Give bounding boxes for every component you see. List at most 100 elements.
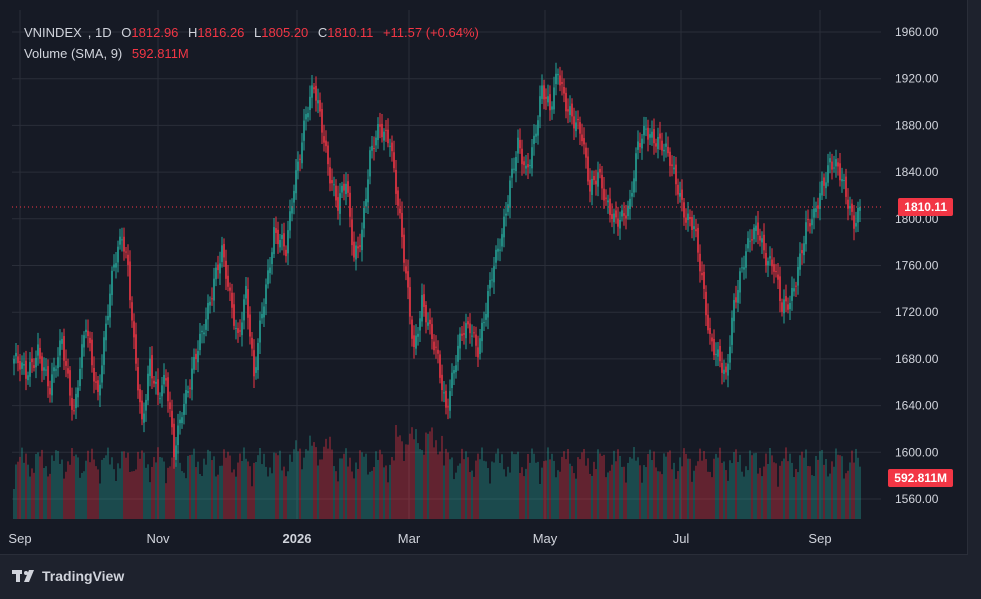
volume-bar — [419, 449, 421, 519]
volume-tag: 592.811M — [888, 469, 953, 487]
candle-body — [155, 382, 157, 384]
candle-body — [601, 174, 603, 189]
candle-body — [323, 136, 325, 143]
candle-body — [659, 133, 661, 139]
candle-body — [807, 219, 809, 221]
volume-bar — [437, 454, 439, 519]
volume-bar — [301, 469, 303, 519]
candle-body — [229, 287, 231, 291]
volume-bar — [19, 456, 21, 519]
volume-bar — [701, 460, 703, 519]
tradingview-brand[interactable]: TradingView — [12, 568, 124, 584]
volume-bar — [667, 452, 669, 519]
candle-body — [315, 85, 317, 101]
candle-body — [75, 393, 77, 409]
volume-bar — [309, 435, 311, 519]
candle-body — [489, 279, 491, 289]
candle-body — [127, 254, 129, 265]
candle-body — [753, 227, 755, 240]
volume-bar — [153, 457, 155, 519]
candle-body — [695, 229, 697, 232]
volume-bar — [295, 440, 297, 519]
candle-body — [791, 287, 793, 301]
volume-bar — [703, 451, 705, 519]
candle-body — [297, 161, 299, 171]
candle-body — [735, 297, 737, 303]
candle-body — [279, 240, 281, 248]
volume-label[interactable]: Volume (SMA, 9) — [24, 46, 123, 61]
candle-body — [441, 374, 443, 391]
volume-bar — [715, 453, 717, 519]
candle-body — [471, 335, 473, 337]
candle-body — [803, 243, 805, 256]
brand-name: TradingView — [42, 568, 125, 584]
candle-body — [283, 233, 285, 247]
candle-body — [563, 86, 565, 94]
candle-body — [705, 291, 707, 316]
volume-bar — [849, 462, 851, 519]
candle-body — [337, 197, 339, 211]
volume-bar — [231, 472, 233, 519]
chart-pane[interactable]: 1960.00 1920.00 1880.00 1840.00 1800.00 1760.… — [0, 0, 968, 555]
volume-bar — [33, 472, 35, 519]
candle-body — [627, 205, 629, 217]
candle-body — [157, 379, 159, 396]
candle-body — [619, 219, 621, 229]
candle-body — [747, 238, 749, 249]
volume-bar — [609, 470, 611, 519]
candle-body — [403, 234, 405, 263]
volume-bar — [607, 472, 609, 519]
candle-body — [741, 267, 743, 269]
candle-body — [177, 425, 179, 446]
candlestick-chart[interactable]: 1960.001920.001880.001840.001800.001760.… — [0, 0, 968, 555]
volume-bar — [359, 450, 361, 519]
volume-bar — [227, 451, 229, 519]
candle-body — [433, 341, 435, 351]
volume-bar — [599, 453, 601, 519]
volume-bar — [199, 474, 201, 519]
candle-body — [731, 317, 733, 345]
candle-body — [123, 236, 125, 252]
candle-body — [765, 252, 767, 266]
volume-legend: Volume (SMA, 9) 592.811M — [24, 46, 195, 61]
candle-body — [361, 229, 363, 251]
volume-bar — [261, 464, 263, 519]
candle-body — [359, 245, 361, 247]
candle-body — [73, 410, 75, 412]
candle-body — [363, 207, 365, 229]
volume-bar — [397, 436, 399, 519]
volume-bar — [481, 447, 483, 519]
x-tick-label: Mar — [398, 531, 421, 546]
volume-bar — [687, 458, 689, 519]
volume-bar — [235, 476, 237, 519]
volume-bar — [165, 483, 167, 519]
volume-bar — [423, 454, 425, 519]
volume-bar — [843, 478, 845, 519]
candle-body — [831, 161, 833, 170]
volume-bar — [65, 471, 67, 519]
volume-bar — [319, 459, 321, 519]
volume-bar — [847, 470, 849, 519]
candle-body — [719, 345, 721, 362]
volume-bar — [335, 471, 337, 519]
candle-body — [103, 337, 105, 365]
volume-bar — [21, 447, 23, 519]
volume-bar — [245, 458, 247, 519]
volume-bar — [633, 447, 635, 519]
candle-body — [381, 123, 383, 138]
candle-body — [259, 320, 261, 343]
volume-bar — [685, 453, 687, 519]
symbol-interval[interactable]: VNINDEX, 1D — [24, 25, 112, 40]
volume-bar — [479, 459, 481, 519]
candle-body — [71, 397, 73, 410]
candle-body — [49, 388, 51, 395]
volume-bar — [219, 465, 221, 519]
candle-body — [839, 163, 841, 181]
volume-bar — [639, 465, 641, 519]
volume-bar — [143, 452, 145, 519]
last-price-tag: 1810.11 — [898, 198, 953, 216]
volume-bar — [499, 462, 501, 519]
candle-body — [845, 176, 847, 197]
candle-body — [475, 334, 477, 346]
volume-bar — [223, 449, 225, 519]
